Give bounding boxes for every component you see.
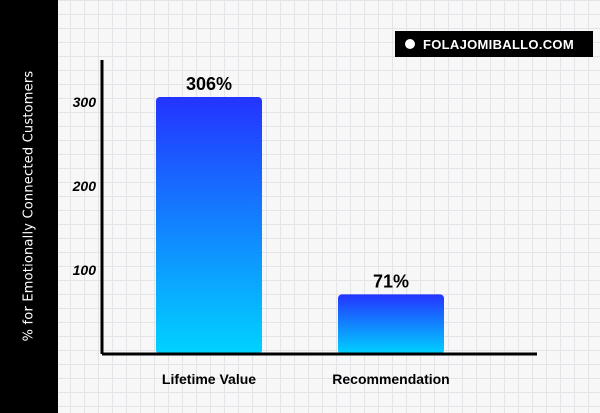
y-tick-label: 300: [73, 94, 97, 110]
y-tick-label: 100: [73, 262, 97, 278]
data-labels: 306% 71%: [186, 74, 409, 291]
brand-badge: FOLAJOMIBALLO.COM: [395, 31, 593, 57]
x-category-label: Lifetime Value: [162, 371, 256, 387]
y-tick-label: 200: [72, 178, 97, 194]
y-axis-ticks: 100 200 300: [72, 94, 97, 278]
bar: [338, 294, 444, 354]
bullet-dot-icon: [405, 39, 415, 49]
y-axis-title-panel: % for Emotionally Connected Customers: [0, 0, 58, 413]
bars: [156, 96, 444, 355]
brand-text: FOLAJOMIBALLO.COM: [423, 36, 574, 52]
bar-value-label: 71%: [373, 271, 409, 291]
bar: [156, 96, 262, 355]
bar-value-label: 306%: [186, 74, 232, 94]
x-category-label: Recommendation: [332, 371, 449, 387]
axes: [100, 60, 537, 356]
x-axis-labels: Lifetime Value Recommendation: [162, 371, 450, 387]
